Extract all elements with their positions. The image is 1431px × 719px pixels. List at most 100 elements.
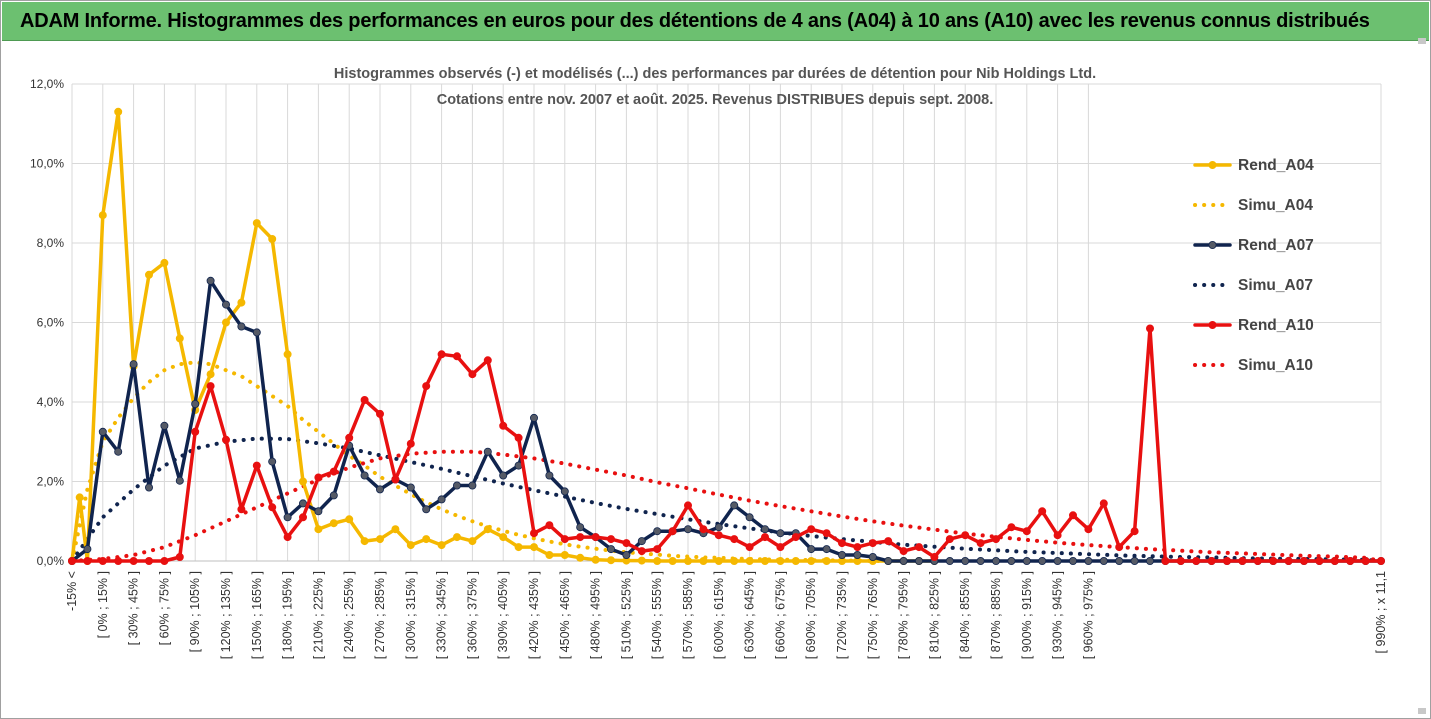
- data-point: [175, 476, 184, 485]
- x-tick-label: [ 780% ; 795% ]: [897, 571, 911, 659]
- data-point: [776, 543, 785, 552]
- data-point: [68, 557, 77, 566]
- x-tick-label: [ 840% ; 855% ]: [958, 571, 972, 659]
- data-point: [468, 370, 477, 379]
- data-point: [283, 513, 292, 522]
- legend-label-simu-a07: Simu_A07: [1238, 277, 1313, 294]
- data-point: [884, 557, 893, 566]
- legend-marker: [1208, 240, 1217, 249]
- data-point: [930, 553, 939, 562]
- data-point: [545, 471, 554, 480]
- data-point: [560, 487, 569, 496]
- data-point: [699, 557, 708, 566]
- y-tick-label: 6,0%: [37, 316, 65, 330]
- data-point: [452, 352, 461, 361]
- x-tick-label: [ 360% ; 375% ]: [465, 571, 479, 659]
- x-tick-label: [ 870% ; 885% ]: [989, 571, 1003, 659]
- data-point: [530, 413, 539, 422]
- data-point: [576, 533, 585, 542]
- data-point: [360, 395, 369, 404]
- data-point: [684, 557, 693, 566]
- data-point: [237, 505, 246, 514]
- series-line-rend-a10: [70, 326, 1383, 563]
- data-point: [838, 551, 847, 560]
- data-point: [1192, 557, 1201, 566]
- data-point: [160, 421, 169, 430]
- data-point: [1361, 557, 1370, 566]
- data-point: [730, 501, 739, 510]
- x-tick-label: [ 60% ; 75% ]: [157, 571, 171, 645]
- data-point: [314, 473, 323, 482]
- data-point: [1130, 527, 1139, 536]
- data-point: [1253, 557, 1262, 566]
- data-point: [314, 525, 323, 534]
- data-point: [1146, 557, 1155, 566]
- data-point: [360, 471, 369, 480]
- legend-label-rend-a10: Rend_A10: [1238, 317, 1314, 334]
- data-point: [468, 481, 477, 490]
- x-tick-label: [ 30% ; 45% ]: [127, 571, 141, 645]
- data-point: [345, 515, 354, 524]
- data-point: [191, 399, 200, 408]
- data-point: [730, 557, 739, 566]
- data-point: [206, 370, 215, 379]
- data-point: [499, 421, 508, 430]
- data-point: [653, 527, 662, 536]
- data-point: [83, 545, 92, 554]
- data-point: [1146, 324, 1155, 333]
- y-tick-label: 0,0%: [37, 554, 65, 568]
- data-point: [884, 537, 893, 546]
- data-point: [452, 533, 461, 542]
- data-point: [560, 535, 569, 544]
- data-point: [945, 535, 954, 544]
- data-point: [776, 557, 785, 566]
- data-point: [576, 523, 585, 532]
- data-point: [206, 276, 215, 285]
- x-tick-label: [ 630% ; 645% ]: [743, 571, 757, 659]
- data-point: [607, 535, 616, 544]
- data-point: [314, 507, 323, 516]
- data-point: [406, 439, 415, 448]
- data-point: [684, 525, 693, 534]
- corner-handle-bottom[interactable]: [1418, 708, 1426, 714]
- data-point: [298, 499, 307, 508]
- x-tick-label: [ 960% ; 975% ]: [1081, 571, 1095, 659]
- data-point: [915, 557, 924, 566]
- corner-handle-top[interactable]: [1418, 38, 1426, 44]
- data-point: [452, 481, 461, 490]
- data-point: [98, 427, 107, 436]
- data-point: [514, 433, 523, 442]
- x-tick-label: [ 420% ; 435% ]: [527, 571, 541, 659]
- data-point: [992, 535, 1001, 544]
- x-tick-label: -15% <: [65, 571, 79, 611]
- data-point: [437, 495, 446, 504]
- data-point: [822, 529, 831, 538]
- legend-label-simu-a04: Simu_A04: [1238, 197, 1313, 214]
- data-point: [684, 501, 693, 510]
- data-point: [375, 485, 384, 494]
- x-tick-label: [ 180% ; 195% ]: [281, 571, 295, 659]
- report-banner: ADAM Informe. Histogrammes des performan…: [2, 2, 1429, 41]
- chart-title: Histogrammes observés (-) et modélisés (…: [334, 66, 1096, 108]
- data-point: [483, 356, 492, 365]
- data-point: [1115, 543, 1124, 552]
- x-tick-label: [ 390% ; 405% ]: [496, 571, 510, 659]
- data-point: [668, 527, 677, 536]
- x-tick-label: [ 330% ; 345% ]: [435, 571, 449, 659]
- data-point: [129, 360, 138, 369]
- data-point: [1038, 507, 1047, 516]
- chart-title-line-1: Histogrammes observés (-) et modélisés (…: [334, 66, 1096, 82]
- data-point: [1130, 557, 1139, 566]
- data-point: [714, 523, 723, 532]
- data-point: [499, 471, 508, 480]
- data-point: [298, 513, 307, 522]
- data-point: [1284, 557, 1293, 566]
- x-tick-label: [ 270% ; 285% ]: [373, 571, 387, 659]
- x-tick-label: [ 90% ; 105% ]: [188, 571, 202, 652]
- data-point: [530, 543, 539, 552]
- data-point: [1346, 557, 1355, 566]
- series-line-rend-a04: [70, 110, 937, 563]
- data-point: [545, 521, 554, 530]
- data-point: [268, 457, 277, 466]
- y-tick-label: 8,0%: [37, 236, 65, 250]
